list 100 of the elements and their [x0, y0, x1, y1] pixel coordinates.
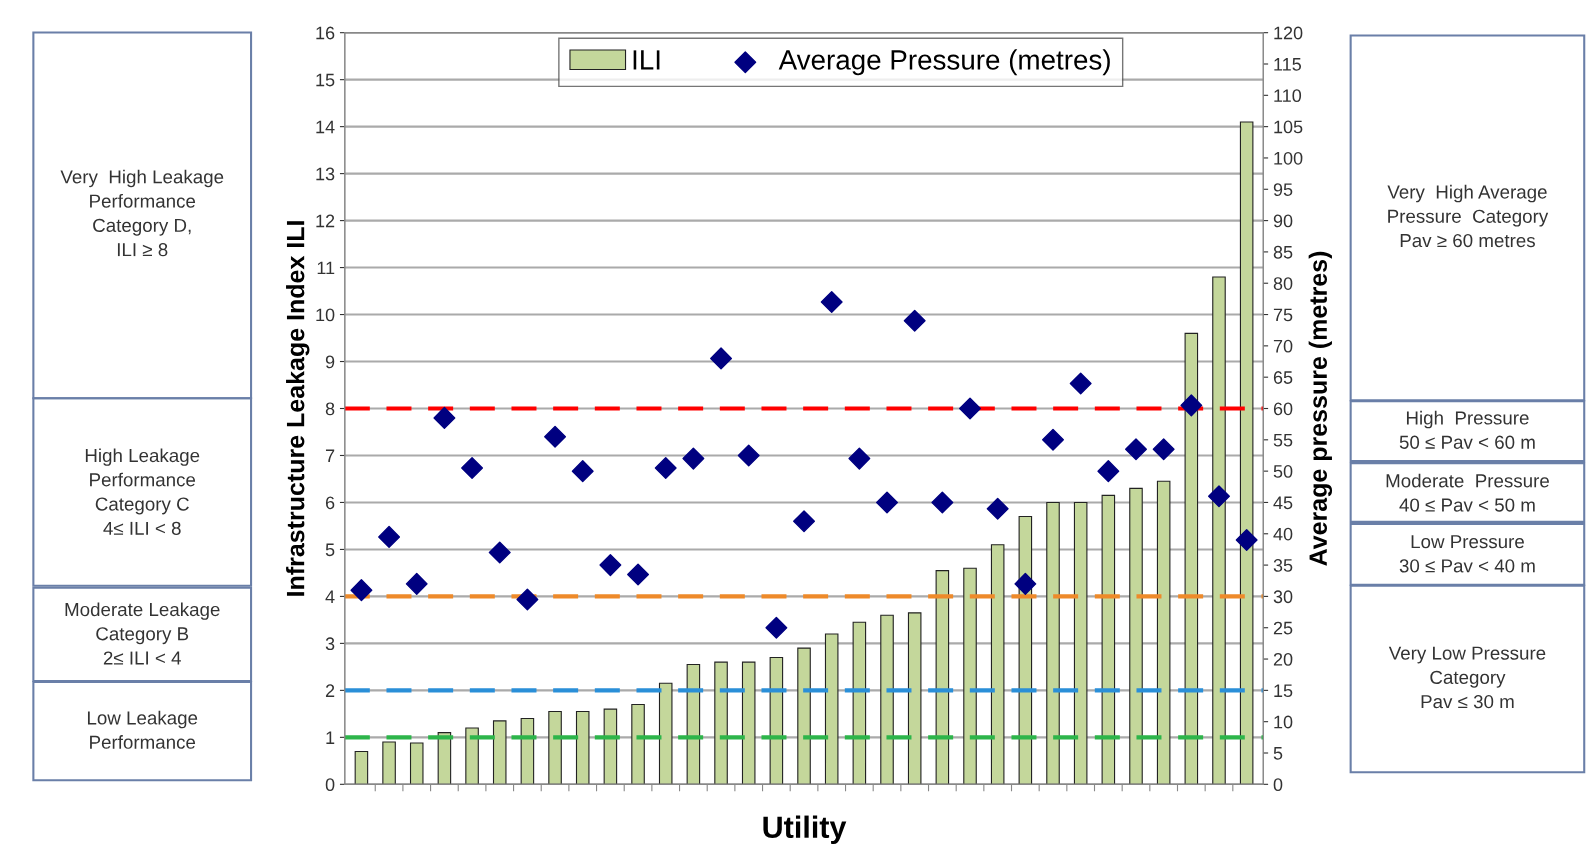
- bar: [741, 661, 756, 785]
- point: [654, 457, 677, 479]
- y-tick-label: 1: [326, 731, 335, 744]
- y2-tick-label: 35: [1273, 559, 1293, 572]
- y-tick-label: 9: [325, 355, 335, 369]
- point: [1180, 394, 1203, 417]
- point: [599, 554, 622, 577]
- bar: [1129, 487, 1143, 785]
- text: Moderate Pressure 40 ≤ Pav < 50 m: [1386, 473, 1549, 512]
- point: [1207, 485, 1230, 508]
- y2-tick-label: 25: [1273, 621, 1293, 635]
- bar: [852, 621, 867, 785]
- bar: [1046, 501, 1060, 785]
- text: Moderate Leakage Category B 2≤ ILI < 4: [65, 602, 220, 665]
- text: Low Leakage Performance: [87, 710, 198, 749]
- bar: [935, 570, 950, 785]
- bar: [1073, 501, 1088, 785]
- y2-tick-label: 0: [1273, 778, 1283, 792]
- point: [1042, 428, 1065, 451]
- point: [1235, 529, 1258, 552]
- point: [627, 563, 650, 586]
- y-tick-label: 15: [316, 73, 335, 87]
- point: [876, 491, 899, 514]
- point: [848, 447, 871, 470]
- y2-tick-label: 95: [1273, 183, 1293, 196]
- y2-tick-label: 40: [1273, 527, 1293, 541]
- y2-tick-label: 110: [1274, 89, 1302, 103]
- point: [1069, 372, 1092, 395]
- text: High Leakage Performance Category C 4≤ ILI < 8: [85, 448, 200, 535]
- point: [1125, 438, 1147, 461]
- point: [1097, 460, 1120, 483]
- y-tick-label: 5: [325, 543, 335, 557]
- bar: [548, 710, 562, 785]
- point: [931, 491, 954, 514]
- point: [737, 444, 760, 467]
- y-axis-title: Infrastructure Leakage Index ILI: [286, 221, 310, 596]
- point: [433, 406, 456, 429]
- x-axis-title: Utility: [763, 815, 847, 845]
- bar: [409, 742, 424, 785]
- y2-tick-label: 60: [1273, 402, 1293, 416]
- y2-tick-label: 50: [1273, 465, 1293, 478]
- text: High Pressure 50 ≤ Pav < 60 m: [1399, 410, 1535, 449]
- bar: [824, 633, 839, 785]
- y2-tick-label: 105: [1274, 120, 1303, 134]
- bar: [1239, 121, 1254, 785]
- point: [516, 588, 539, 611]
- y2-tick-label: 100: [1274, 151, 1303, 165]
- bar: [1018, 515, 1033, 785]
- bar: [465, 727, 479, 785]
- y-tick-label: 7: [325, 449, 335, 463]
- point: [405, 572, 428, 595]
- y2-tick-label: 85: [1273, 245, 1293, 259]
- text: Very High Leakage Performance Category D, ILI ≥ 8: [60, 169, 224, 257]
- point: [1152, 438, 1175, 461]
- bar: [714, 661, 728, 785]
- point: [350, 579, 373, 602]
- y-tick-label: 14: [316, 120, 335, 134]
- point: [765, 616, 788, 639]
- y2-tick-label: 45: [1273, 496, 1293, 510]
- bar: [520, 717, 535, 785]
- bar: [492, 720, 507, 785]
- y-tick-label: 8: [325, 402, 335, 416]
- y-tick-label: 2: [325, 684, 335, 697]
- point: [1014, 572, 1037, 595]
- bar: [1156, 480, 1171, 785]
- bar: [880, 614, 894, 785]
- y2-tick-label: 15: [1274, 684, 1293, 698]
- y-tick-label: 12: [316, 214, 335, 228]
- y2-tick-label: 80: [1273, 277, 1293, 290]
- bar: [797, 647, 811, 785]
- bar: [603, 708, 618, 785]
- text: Very High Average Pressure Category Pav ≥ 60 metres: [1387, 184, 1549, 248]
- y2-tick-label: 75: [1273, 308, 1293, 322]
- y2-tick-label: 30: [1273, 590, 1293, 604]
- y2-tick-label: 20: [1273, 652, 1293, 666]
- y-tick-label: 6: [325, 496, 335, 510]
- point: [571, 460, 594, 483]
- y2-tick-label: 70: [1273, 339, 1293, 353]
- text: Low Pressure 30 ≤ Pav < 40 m: [1399, 535, 1535, 573]
- bar: [990, 544, 1005, 785]
- bar: [1101, 494, 1116, 785]
- bar: [1184, 332, 1199, 785]
- y-tick-label: 11: [317, 261, 335, 275]
- bar: [354, 750, 369, 785]
- y2-tick-label: 90: [1273, 214, 1293, 228]
- y2-axis-title: Average pressure (metres): [1308, 251, 1333, 566]
- y-tick-label: 0: [325, 778, 335, 792]
- point: [461, 457, 484, 479]
- legend-label: Average Pressure (metres): [778, 49, 1110, 76]
- y-tick-label: 13: [316, 167, 335, 181]
- bar: [658, 682, 673, 785]
- point: [820, 291, 843, 314]
- point: [544, 425, 567, 448]
- bar: [382, 741, 396, 785]
- text: Very Low Pressure Category Pav ≤ 30 m: [1388, 646, 1546, 709]
- bar: [1212, 276, 1226, 785]
- y-tick-label: 4: [325, 590, 335, 603]
- point: [986, 497, 1009, 520]
- y-tick-label: 16: [316, 26, 335, 40]
- point: [903, 309, 926, 332]
